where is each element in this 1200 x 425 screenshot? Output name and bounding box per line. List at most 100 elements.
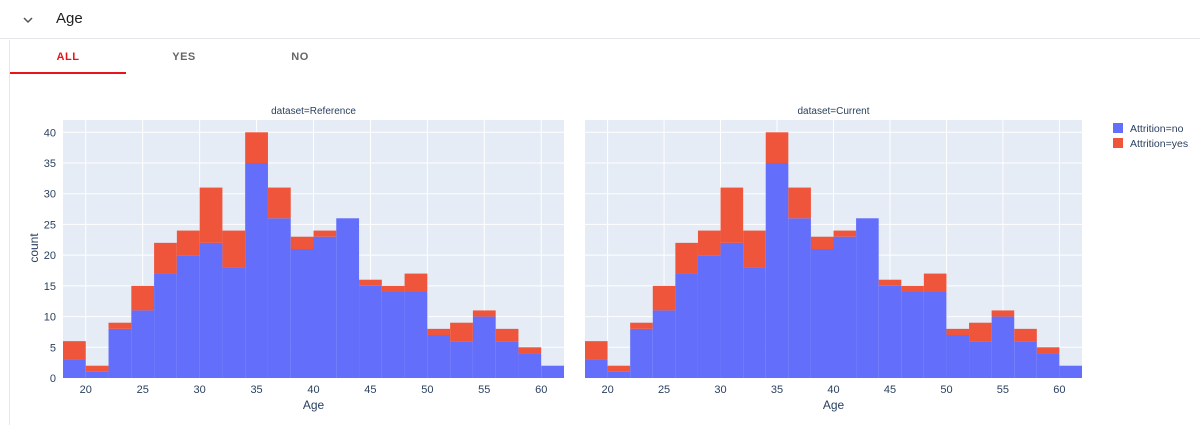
bar-attrition-no xyxy=(585,359,608,378)
tab-bar: ALL YES NO xyxy=(10,40,1200,75)
bar-attrition-no xyxy=(472,316,496,378)
current-panel: 20 25 30 35 40 45 50 55 60 dataset=Current Age xyxy=(585,106,1082,412)
bar-attrition-no xyxy=(765,163,789,378)
y-axis-label: count xyxy=(27,233,41,263)
bar-attrition-no xyxy=(697,255,721,378)
bar-attrition-yes xyxy=(765,132,789,163)
legend-swatch-no xyxy=(1113,123,1123,133)
x-axis-label: Age xyxy=(823,398,845,412)
bar-attrition-no xyxy=(1014,341,1037,378)
bar-attrition-yes xyxy=(404,273,428,292)
active-tab-indicator xyxy=(10,72,126,74)
x-tick-label: 50 xyxy=(421,384,433,396)
bar-attrition-no xyxy=(541,365,564,378)
x-tick-label: 30 xyxy=(714,384,726,396)
x-tick-label: 50 xyxy=(940,384,952,396)
bar-attrition-yes xyxy=(85,365,109,372)
tab-yes[interactable]: YES xyxy=(172,51,196,63)
legend: Attrition=no Attrition=yes xyxy=(1113,123,1188,150)
bar-attrition-no xyxy=(856,218,879,378)
bar-attrition-yes xyxy=(878,279,902,286)
bar-attrition-no xyxy=(85,371,109,378)
bar-attrition-yes xyxy=(176,230,200,256)
y-tick-label: 25 xyxy=(44,219,56,231)
y-tick-label: 30 xyxy=(44,189,56,201)
bar-attrition-yes xyxy=(901,285,924,292)
x-tick-label: 55 xyxy=(997,384,1009,396)
x-tick-label: 45 xyxy=(364,384,376,396)
x-tick-label: 55 xyxy=(478,384,490,396)
bar-attrition-no xyxy=(743,267,766,378)
bar-attrition-no xyxy=(969,341,992,378)
bar-attrition-yes xyxy=(222,230,246,268)
x-axis-label: Age xyxy=(303,398,325,412)
bar-attrition-no xyxy=(495,341,519,378)
bar-attrition-no xyxy=(946,335,970,378)
bar-attrition-no xyxy=(450,341,473,378)
y-tick-label: 35 xyxy=(44,158,56,170)
x-tick-label: 30 xyxy=(194,384,206,396)
tab-all[interactable]: ALL xyxy=(56,51,80,63)
bar-attrition-yes xyxy=(630,322,653,329)
bar-attrition-yes xyxy=(427,328,451,335)
x-tick-label: 45 xyxy=(884,384,896,396)
bar-attrition-no xyxy=(788,218,811,378)
bar-attrition-yes xyxy=(720,187,744,243)
y-tick-label: 5 xyxy=(50,342,56,354)
bar-attrition-no xyxy=(901,292,924,378)
x-tick-label: 20 xyxy=(80,384,92,396)
chevron-down-icon[interactable] xyxy=(20,12,36,28)
panel-title: dataset=Reference xyxy=(271,106,356,117)
bar-attrition-yes xyxy=(969,322,992,342)
bar-attrition-no xyxy=(404,292,428,378)
panel-title: dataset=Current xyxy=(798,106,870,117)
y-tick-label: 40 xyxy=(44,127,56,139)
x-tick-label: 40 xyxy=(307,384,319,396)
bar-attrition-yes xyxy=(1014,328,1037,342)
x-tick-label: 60 xyxy=(1053,384,1065,396)
bar-attrition-yes xyxy=(946,328,970,335)
x-tick-label: 20 xyxy=(601,384,613,396)
bar-attrition-yes xyxy=(63,341,86,360)
bar-attrition-yes xyxy=(518,347,542,354)
panel-border xyxy=(9,40,10,425)
bar-attrition-yes xyxy=(697,230,721,256)
section-title: Age xyxy=(56,10,83,27)
bar-attrition-no xyxy=(1036,353,1060,378)
x-tick-label: 25 xyxy=(137,384,149,396)
bar-attrition-yes xyxy=(154,242,177,274)
bar-attrition-yes xyxy=(359,279,382,286)
bar-attrition-yes xyxy=(495,328,519,342)
bar-attrition-no xyxy=(652,310,676,378)
legend-label: Attrition=no xyxy=(1130,123,1184,135)
y-tick-label: 20 xyxy=(44,250,56,262)
bar-attrition-yes xyxy=(131,285,155,311)
bar-attrition-no xyxy=(923,292,947,378)
bar-attrition-yes xyxy=(199,187,223,243)
x-tick-label: 35 xyxy=(250,384,262,396)
bar-attrition-no xyxy=(154,273,177,378)
bar-attrition-no xyxy=(63,359,86,378)
legend-swatch-yes xyxy=(1113,138,1123,148)
bar-attrition-yes xyxy=(1036,347,1060,354)
bar-attrition-yes xyxy=(450,322,473,342)
x-tick-label: 35 xyxy=(771,384,783,396)
bar-attrition-no xyxy=(108,328,132,378)
bar-attrition-no xyxy=(991,316,1015,378)
tab-no[interactable]: NO xyxy=(291,51,309,63)
bar-attrition-no xyxy=(810,249,834,378)
bar-attrition-yes xyxy=(991,310,1015,317)
y-tick-label: 0 xyxy=(50,373,56,385)
bar-attrition-no xyxy=(336,218,360,378)
x-tick-label: 60 xyxy=(535,384,547,396)
bar-attrition-yes xyxy=(108,322,132,329)
bar-attrition-no xyxy=(359,285,382,378)
bar-attrition-yes xyxy=(675,242,698,274)
bar-attrition-yes xyxy=(267,187,291,219)
x-tick-label: 25 xyxy=(658,384,670,396)
bar-attrition-no xyxy=(245,163,268,378)
bar-attrition-no xyxy=(878,285,902,378)
bar-attrition-no xyxy=(427,335,451,378)
bar-attrition-no xyxy=(267,218,291,378)
